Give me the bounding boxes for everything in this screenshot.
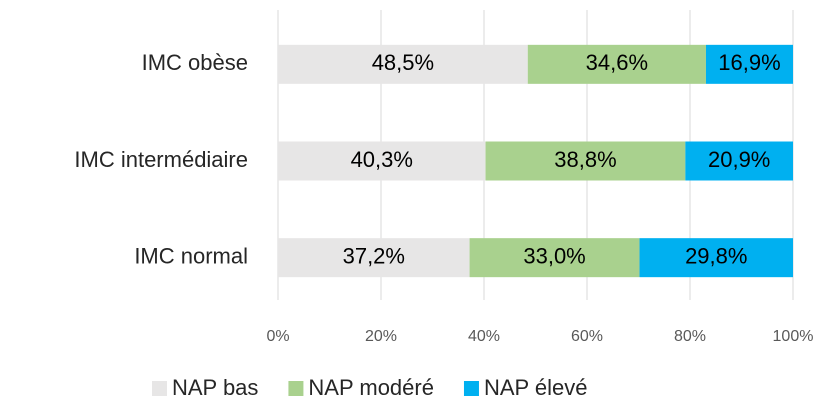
value-label: 48,5%: [372, 50, 434, 75]
bar-segment: [278, 238, 470, 278]
x-tick-label: 0%: [266, 328, 289, 345]
value-label: 38,8%: [554, 147, 616, 172]
legend-label: NAP élevé: [484, 375, 588, 400]
bar-segment: [278, 141, 486, 181]
value-label: 16,9%: [718, 50, 780, 75]
x-tick-label: 20%: [365, 328, 397, 345]
value-label: 20,9%: [708, 147, 770, 172]
legend-label: NAP modéré: [308, 375, 434, 400]
value-label: 40,3%: [351, 147, 413, 172]
value-label: 37,2%: [343, 243, 405, 268]
x-tick-label: 80%: [674, 328, 706, 345]
bar-segment: [705, 44, 793, 84]
value-label: 29,8%: [685, 243, 747, 268]
x-tick-label: 100%: [773, 328, 814, 345]
bar-segment: [278, 44, 528, 84]
category-label: IMC normal: [134, 243, 248, 268]
bar-segment: [685, 141, 793, 181]
legend-swatch: [463, 381, 479, 396]
value-label: 34,6%: [586, 50, 648, 75]
bar-segment: [527, 44, 706, 84]
legend-swatch: [288, 381, 304, 396]
bar-segment: [485, 141, 686, 181]
legend-label: NAP bas: [172, 375, 258, 400]
x-tick-label: 40%: [468, 328, 500, 345]
legend-swatch: [152, 381, 167, 396]
category-label: IMC obèse: [142, 50, 248, 75]
x-tick-label: 60%: [571, 328, 603, 345]
category-label: IMC intermédiaire: [74, 147, 248, 172]
bar-segment: [639, 238, 793, 278]
value-label: 33,0%: [523, 243, 585, 268]
bar-segment: [469, 238, 640, 278]
